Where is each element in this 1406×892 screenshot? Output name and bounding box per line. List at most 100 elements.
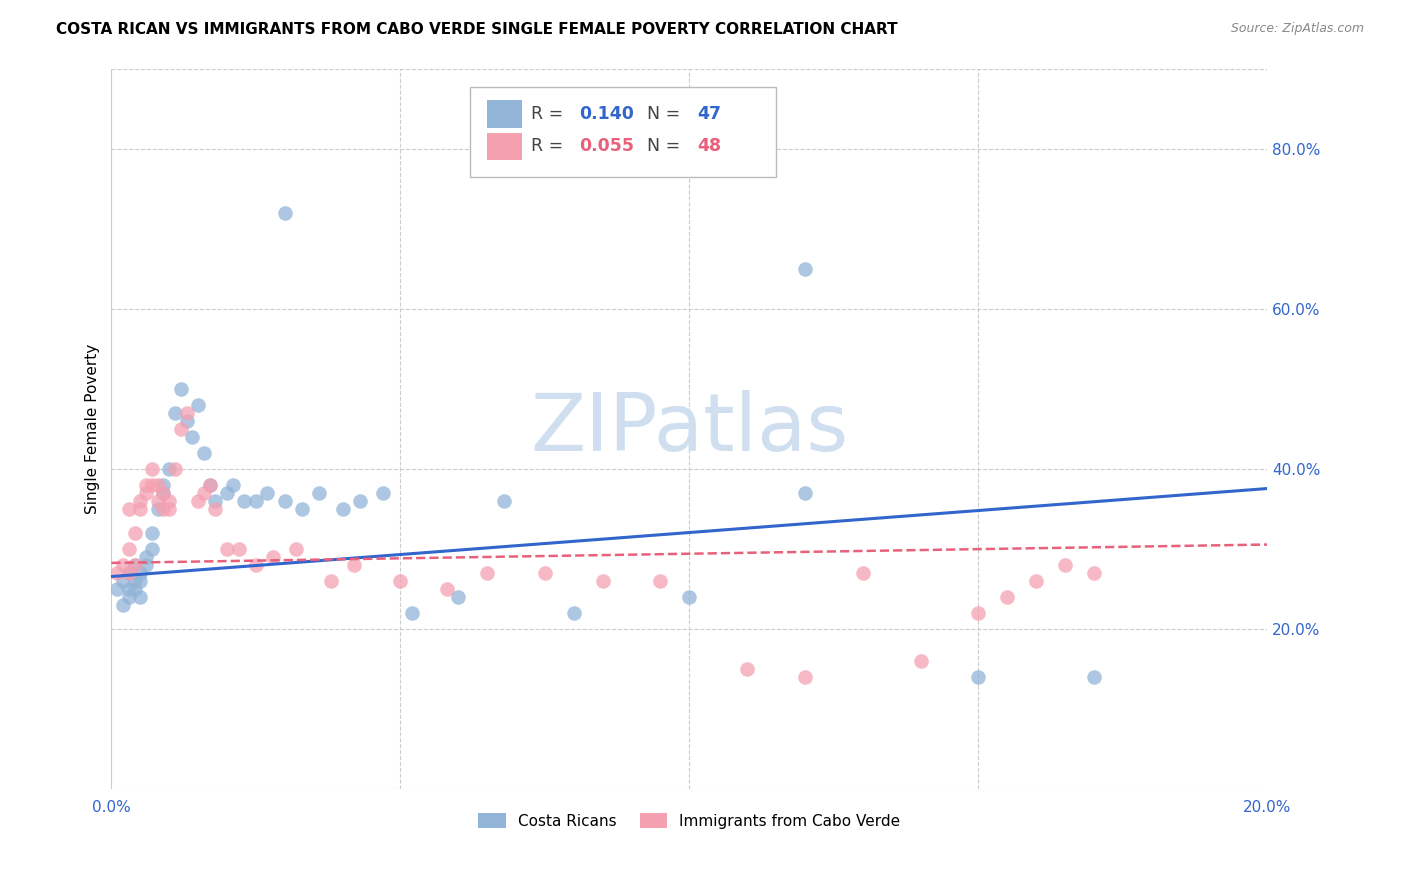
Point [135,477,157,491]
Text: N =: N = [647,105,685,123]
Point [794,485,817,500]
Point [152,485,174,500]
Point [475,566,498,580]
Point [198,477,221,491]
Point [111,598,134,612]
Point [118,501,141,516]
Point [198,477,221,491]
Point [141,461,163,475]
Point [146,477,169,491]
Point [157,501,180,516]
Point [146,493,169,508]
Point [204,493,226,508]
Point [215,485,238,500]
Point [129,566,152,580]
Text: 0.055: 0.055 [579,137,634,155]
Point [291,501,314,516]
Point [193,445,215,459]
Point [152,485,174,500]
Point [910,653,932,667]
Point [124,558,146,572]
Point [228,541,250,556]
Point [1054,558,1077,572]
Point [170,382,193,396]
Point [222,477,245,491]
Point [163,461,186,475]
Point [308,485,330,500]
Point [592,574,614,588]
Point [256,485,278,500]
Point [371,485,394,500]
Y-axis label: Single Female Poverty: Single Female Poverty [86,343,100,514]
Point [105,566,128,580]
Text: ZIPatlas: ZIPatlas [530,390,848,467]
Point [181,429,204,443]
Point [176,413,198,427]
Point [245,558,267,572]
Point [193,485,215,500]
Point [124,525,146,540]
Text: 48: 48 [697,137,721,155]
Point [319,574,342,588]
Point [233,493,256,508]
Point [129,501,152,516]
Point [401,606,423,620]
Point [534,566,557,580]
Point [105,582,128,596]
Point [170,421,193,435]
Point [163,405,186,419]
Point [135,558,157,572]
Point [678,590,700,604]
FancyBboxPatch shape [486,133,522,160]
Point [494,493,516,508]
Point [135,549,157,564]
Text: Source: ZipAtlas.com: Source: ZipAtlas.com [1230,22,1364,36]
Point [735,661,758,675]
Point [274,205,297,219]
Point [176,405,198,419]
Point [118,590,141,604]
Point [215,541,238,556]
Text: N =: N = [647,137,685,155]
Point [852,566,875,580]
Point [204,501,226,516]
Point [146,501,169,516]
Point [124,574,146,588]
Point [967,669,990,683]
Point [111,558,134,572]
Point [187,398,209,412]
Point [124,558,146,572]
Point [141,541,163,556]
Point [447,590,470,604]
Point [562,606,585,620]
Text: COSTA RICAN VS IMMIGRANTS FROM CABO VERDE SINGLE FEMALE POVERTY CORRELATION CHAR: COSTA RICAN VS IMMIGRANTS FROM CABO VERD… [56,22,898,37]
Point [124,582,146,596]
Point [157,493,180,508]
Point [274,493,297,508]
Point [118,582,141,596]
Point [332,501,354,516]
FancyBboxPatch shape [486,100,522,128]
Point [436,582,458,596]
Point [794,669,817,683]
Legend: Costa Ricans, Immigrants from Cabo Verde: Costa Ricans, Immigrants from Cabo Verde [472,806,907,835]
Point [141,525,163,540]
Text: R =: R = [531,105,569,123]
Text: 0.140: 0.140 [579,105,634,123]
Point [141,477,163,491]
Point [129,493,152,508]
Point [1083,669,1105,683]
Point [152,477,174,491]
Point [389,574,412,588]
Point [650,574,672,588]
Point [343,558,366,572]
Point [245,493,267,508]
Point [794,261,817,276]
Point [995,590,1018,604]
Point [157,461,180,475]
Point [349,493,371,508]
Point [187,493,209,508]
Point [152,501,174,516]
Point [135,485,157,500]
FancyBboxPatch shape [470,87,776,177]
